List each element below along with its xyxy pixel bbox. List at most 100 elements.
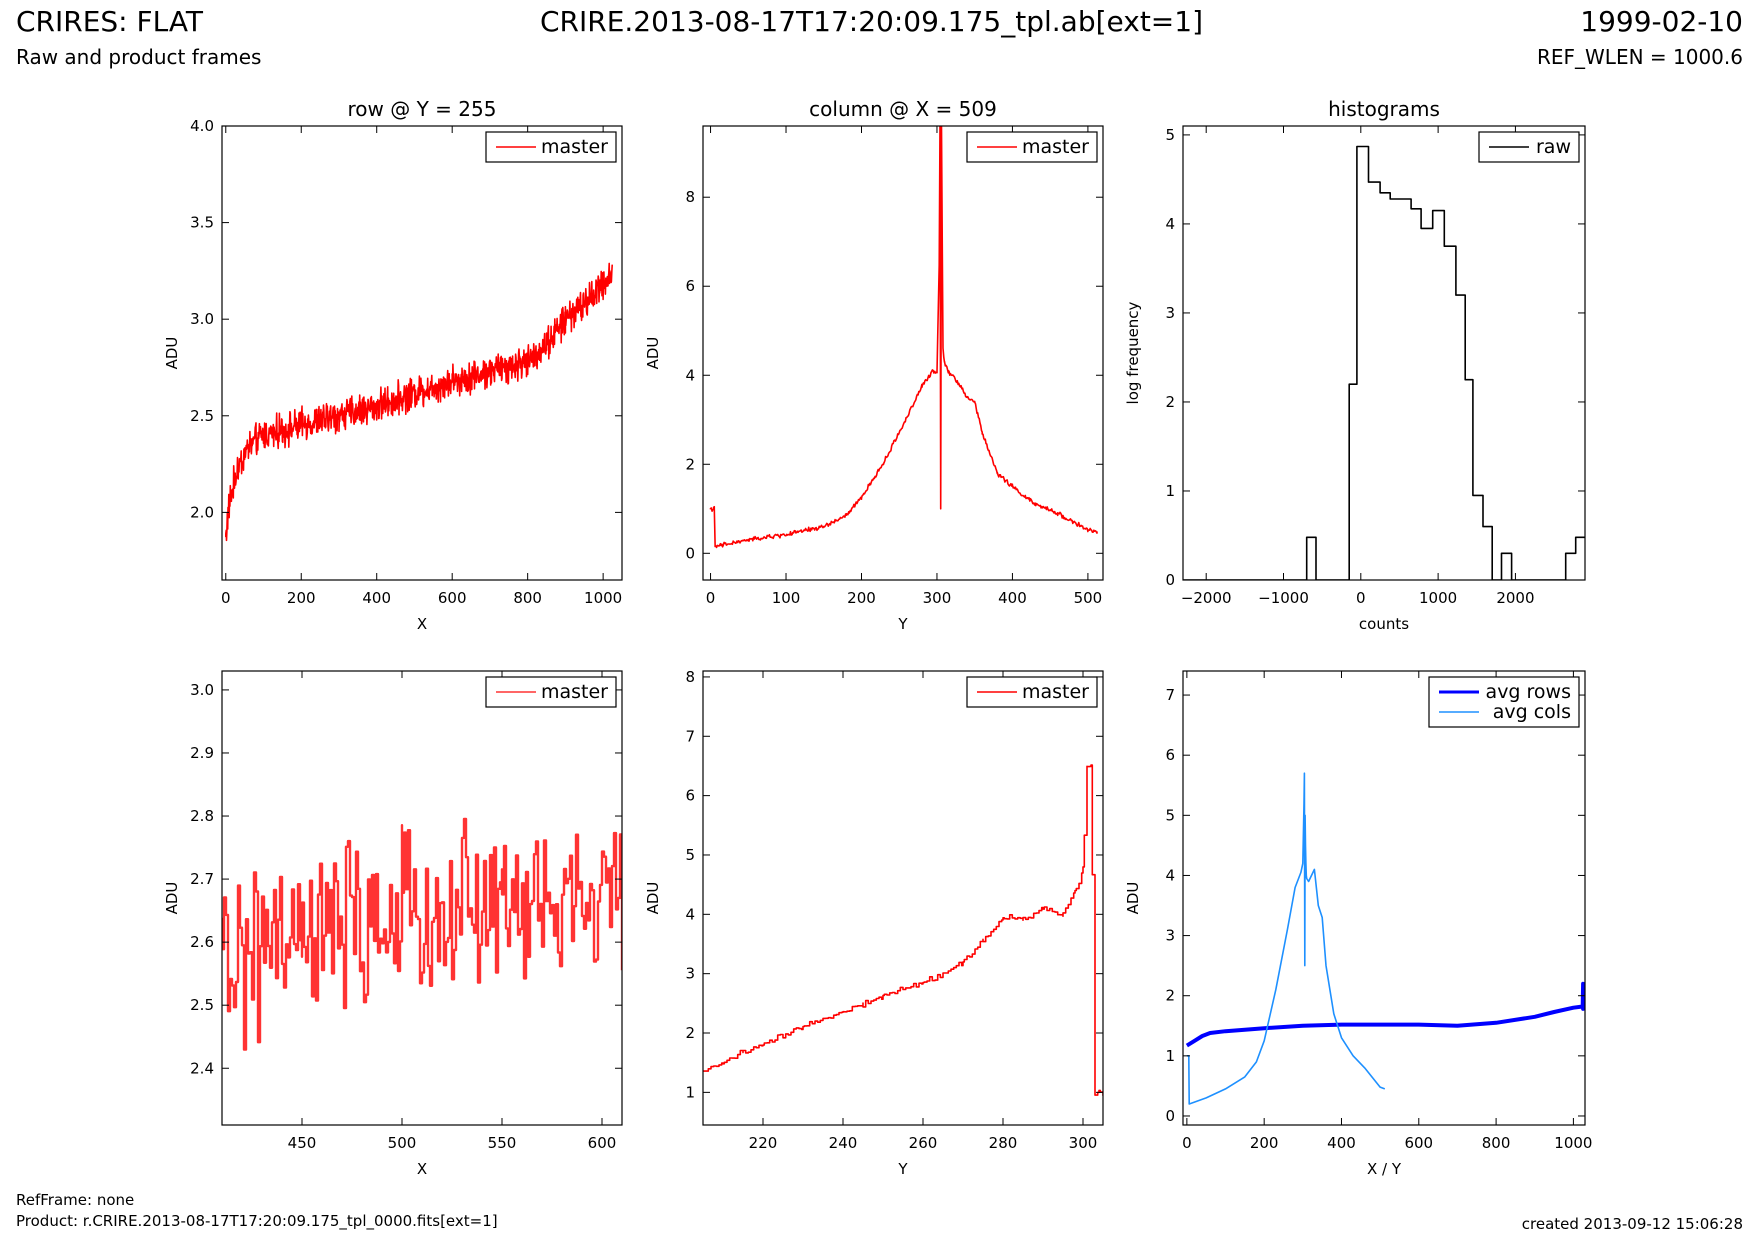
rowzoom-xtick-label-3: 600: [588, 1134, 617, 1152]
col-title: column @ X = 509: [809, 97, 997, 121]
row-frame: [221, 125, 623, 581]
colzoom-ylabel: ADU: [644, 882, 662, 915]
rowzoom-ytick-label-5: 2.9: [190, 744, 214, 762]
colzoom-ytick-label-6: 7: [685, 727, 695, 745]
row-ytick-label-4: 4.0: [190, 117, 214, 135]
avg-ytick-label-0: 0: [1165, 1107, 1175, 1125]
col-xlabel: Y: [897, 615, 908, 633]
colzoom-series-0: [703, 764, 1103, 1097]
colzoom-xtick-label-1: 240: [829, 1134, 858, 1152]
avg-ytick-label-5: 5: [1165, 806, 1175, 824]
avg-ytick-label-2: 2: [1165, 987, 1175, 1005]
col-xtick-label-2: 200: [847, 589, 876, 607]
hist-xlabel: counts: [1359, 615, 1409, 633]
col-xtick-label-0: 0: [706, 589, 716, 607]
hist-ytick-label-3: 3: [1165, 304, 1175, 322]
row-ylabel: ADU: [163, 337, 181, 370]
col-ytick-label-1: 2: [685, 455, 695, 473]
avg-xlabel: X / Y: [1367, 1160, 1402, 1178]
colzoom-xtick-label-4: 300: [1069, 1134, 1098, 1152]
colzoom-xlabel: Y: [897, 1160, 908, 1178]
hist-series-0: [1183, 145, 1585, 580]
hist-ytick-label-5: 5: [1165, 126, 1175, 144]
row-series-0: [225, 262, 613, 542]
row-ytick-label-1: 2.5: [190, 407, 214, 425]
avg-ytick-label-1: 1: [1165, 1047, 1175, 1065]
avg-xtick-label-1: 200: [1250, 1134, 1279, 1152]
rowzoom-ylabel: ADU: [163, 882, 181, 915]
col-ytick-label-2: 4: [685, 366, 695, 384]
col-xtick-label-4: 400: [998, 589, 1027, 607]
rowzoom-ytick-label-6: 3.0: [190, 681, 214, 699]
rowzoom-ytick-label-4: 2.8: [190, 807, 214, 825]
hist-xtick-label-0: −2000: [1181, 589, 1232, 607]
colzoom-xtick-label-3: 280: [989, 1134, 1018, 1152]
ref-wlen: REF_WLEN = 1000.6: [1536, 45, 1743, 69]
colzoom-ytick-label-0: 1: [685, 1083, 695, 1101]
avg-legend-label-0: avg rows: [1486, 681, 1571, 703]
rowzoom-ytick-label-3: 2.7: [190, 870, 214, 888]
avg-xtick-label-4: 800: [1482, 1134, 1511, 1152]
avg-series-1: [1186, 772, 1386, 1105]
hist-legend-label-0: raw: [1536, 136, 1571, 158]
avg-ytick-label-6: 6: [1165, 746, 1175, 764]
col-series-0: [709, 126, 1098, 549]
rowzoom-frame: [221, 670, 623, 1126]
rowzoom-xtick-label-0: 450: [288, 1134, 317, 1152]
avg-legend: [1428, 676, 1580, 728]
avg-ytick-label-4: 4: [1165, 866, 1175, 884]
avg-xtick-label-0: 0: [1182, 1134, 1192, 1152]
col-ytick-label-3: 6: [685, 277, 695, 295]
avg-ytick-label-3: 3: [1165, 927, 1175, 945]
figure-title: CRIRES: FLAT: [16, 5, 203, 38]
hist-xtick-label-3: 1000: [1419, 589, 1457, 607]
colzoom-ytick-label-7: 8: [685, 668, 695, 686]
row-xtick-label-3: 600: [438, 589, 467, 607]
rowzoom-ytick-label-2: 2.6: [190, 933, 214, 951]
col-frame: [702, 125, 1104, 581]
hist-ylabel: log frequency: [1124, 301, 1142, 404]
rowzoom-ytick-label-1: 2.5: [190, 996, 214, 1014]
avg-ylabel: ADU: [1124, 882, 1142, 915]
product-note: Product: r.CRIRE.2013-08-17T17:20:09.175…: [16, 1212, 498, 1230]
avg-xtick-label-2: 400: [1327, 1134, 1356, 1152]
rowzoom-ytick-label-0: 2.4: [190, 1059, 214, 1077]
row-title: row @ Y = 255: [348, 97, 497, 121]
colzoom-ytick-label-5: 6: [685, 787, 695, 805]
col-xtick-label-3: 300: [923, 589, 952, 607]
col-xtick-label-5: 500: [1074, 589, 1103, 607]
col-legend-label-0: master: [1022, 136, 1089, 158]
row-xlabel: X: [417, 615, 427, 633]
row-legend-label-0: master: [541, 136, 608, 158]
col-xtick-label-1: 100: [772, 589, 801, 607]
colzoom-ytick-label-2: 3: [685, 965, 695, 983]
row-ytick-label-0: 2.0: [190, 503, 214, 521]
rowzoom-series-0: [222, 817, 622, 1051]
avg-legend-label-1: avg cols: [1493, 701, 1571, 723]
figure-subtitle: Raw and product frames: [16, 45, 262, 69]
colzoom-frame: [702, 670, 1104, 1126]
col-ytick-label-0: 0: [685, 544, 695, 562]
row-xtick-label-2: 400: [362, 589, 391, 607]
row-xtick-label-5: 1000: [584, 589, 622, 607]
colzoom-legend-label-0: master: [1022, 681, 1089, 703]
hist-ytick-label-2: 2: [1165, 393, 1175, 411]
hist-ytick-label-4: 4: [1165, 215, 1175, 233]
created-note: created 2013-09-12 15:06:28: [1521, 1215, 1743, 1233]
row-xtick-label-1: 200: [287, 589, 316, 607]
avg-ytick-label-7: 7: [1165, 686, 1175, 704]
col-ylabel: ADU: [644, 337, 662, 370]
colzoom-ytick-label-4: 5: [685, 846, 695, 864]
row-xtick-label-4: 800: [513, 589, 542, 607]
hist-title: histograms: [1328, 97, 1440, 121]
colzoom-ytick-label-1: 2: [685, 1024, 695, 1042]
col-ytick-label-4: 8: [685, 188, 695, 206]
rowzoom-legend-label-0: master: [541, 681, 608, 703]
hist-xtick-label-2: 0: [1356, 589, 1366, 607]
avg-xtick-label-3: 600: [1404, 1134, 1433, 1152]
hist-xtick-label-1: −1000: [1258, 589, 1309, 607]
colzoom-xtick-label-0: 220: [749, 1134, 778, 1152]
row-ytick-label-2: 3.0: [190, 310, 214, 328]
colzoom-xtick-label-2: 260: [909, 1134, 938, 1152]
hist-xtick-label-4: 2000: [1496, 589, 1534, 607]
